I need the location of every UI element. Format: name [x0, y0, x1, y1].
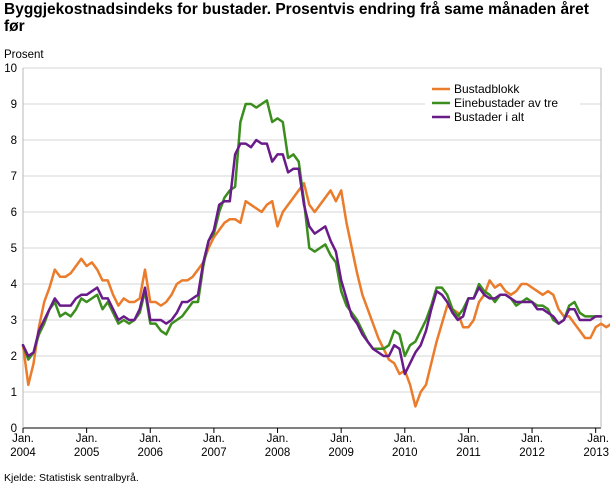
- x-tick-month-2011: Jan.: [458, 433, 480, 445]
- y-tick-label-1: 1: [11, 387, 17, 399]
- x-tick-year-2006: 2006: [137, 447, 163, 459]
- x-tick-month-2004: Jan.: [12, 433, 34, 445]
- series-line-0: [21, 181, 610, 408]
- grid-layer: [23, 67, 601, 429]
- y-tick-label-3: 3: [11, 315, 17, 327]
- x-tick-month-2013: Jan.: [587, 433, 609, 445]
- legend-label-1: Einebustader av tre: [454, 96, 558, 110]
- x-tick-year-2009: 2009: [328, 447, 354, 459]
- y-axis-title: Prosent: [4, 49, 44, 61]
- source-note: Kjelde: Statistisk sentralbyrå.: [4, 472, 139, 484]
- y-tick-label-2: 2: [11, 351, 17, 363]
- y-tick-label-6: 6: [11, 207, 17, 219]
- y-tick-label-9: 9: [11, 99, 17, 111]
- x-tick-year-2011: 2011: [456, 447, 481, 459]
- x-tick-year-2005: 2005: [74, 447, 100, 459]
- x-tick-year-2012: 2012: [519, 447, 545, 459]
- x-tick-month-2012: Jan.: [521, 433, 543, 445]
- legend-label-0: Bustadblokk: [454, 82, 520, 96]
- x-tick-month-2006: Jan.: [139, 433, 161, 445]
- y-tick-label-8: 8: [11, 135, 17, 147]
- y-tick-label-4: 4: [11, 279, 18, 291]
- x-tick-year-2004: 2004: [10, 447, 36, 459]
- legend-label-2: Bustader i alt: [454, 110, 525, 124]
- legend-background: [425, 79, 580, 129]
- y-tick-label-0: 0: [11, 423, 17, 435]
- x-tick-month-2005: Jan.: [76, 433, 98, 445]
- x-tick-month-2009: Jan.: [330, 433, 352, 445]
- x-tick-month-2007: Jan.: [203, 433, 225, 445]
- x-tick-year-2007: 2007: [201, 447, 227, 459]
- x-tick-month-2010: Jan.: [394, 433, 416, 445]
- labels-layer: 0 1 2 3 4 5 6 7 8 9 10 Prosent Jan. 2004 Jan. 2005 Jan. 2…: [4, 49, 609, 459]
- x-tick-year-2008: 2008: [265, 447, 291, 459]
- x-tick-month-2008: Jan.: [267, 433, 289, 445]
- y-tick-label-5: 5: [11, 243, 17, 255]
- x-tick-year-2013: 2013: [583, 447, 609, 459]
- chart-title: Byggjekostnadsindeks for bustader. Prose…: [4, 1, 589, 35]
- series-line-2: [21, 138, 603, 376]
- series-layer: [21, 99, 610, 408]
- y-tick-label-10: 10: [4, 63, 17, 75]
- x-tick-year-2010: 2010: [392, 447, 418, 459]
- y-tick-label-7: 7: [11, 171, 17, 183]
- axes-layer: [22, 68, 602, 433]
